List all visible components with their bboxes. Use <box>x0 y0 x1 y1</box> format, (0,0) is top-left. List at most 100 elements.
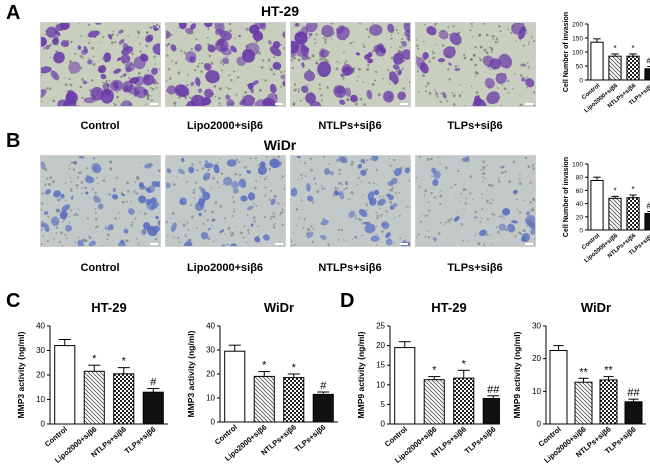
membrane-pore <box>356 184 358 186</box>
membrane-pore <box>455 211 457 213</box>
significance-mark: * <box>631 185 634 194</box>
membrane-pore <box>500 104 503 106</box>
stained-cell <box>307 195 314 202</box>
membrane-pore <box>362 81 365 83</box>
stained-cell <box>385 238 393 246</box>
membrane-pore <box>41 208 43 212</box>
stained-cell <box>120 54 131 64</box>
membrane-pore <box>454 183 457 186</box>
membrane-pore <box>433 196 436 199</box>
membrane-pore <box>76 176 79 179</box>
membrane-pore <box>322 217 325 220</box>
stained-cell <box>309 100 322 106</box>
membrane-pore <box>427 214 429 216</box>
membrane-pore <box>533 105 535 106</box>
membrane-pore <box>376 233 378 235</box>
stained-cell <box>140 53 149 62</box>
membrane-pore <box>68 167 71 170</box>
membrane-pore <box>369 158 372 161</box>
membrane-pore <box>113 102 115 105</box>
membrane-pore <box>428 91 432 95</box>
y-tick-label: 15 <box>376 361 385 370</box>
membrane-pore <box>229 29 232 32</box>
stained-cell <box>426 26 437 36</box>
stained-cell <box>166 168 172 174</box>
stained-cell <box>295 33 301 38</box>
significance-mark: * <box>613 44 616 53</box>
membrane-pore <box>328 163 330 165</box>
stained-cell <box>364 221 369 225</box>
stained-cell <box>87 30 100 38</box>
membrane-pore <box>225 86 228 89</box>
stained-cell <box>498 53 513 69</box>
membrane-pore <box>168 78 171 81</box>
membrane-pore <box>222 184 224 186</box>
membrane-pore <box>110 41 114 45</box>
membrane-pore <box>52 180 55 184</box>
stained-cell <box>152 43 160 55</box>
stained-cell <box>214 23 225 34</box>
stained-cell <box>103 52 112 63</box>
membrane-pore <box>281 223 284 226</box>
membrane-pore <box>242 95 244 97</box>
stained-cell <box>68 61 81 74</box>
membrane-pore <box>428 209 431 212</box>
membrane-pore <box>254 186 257 190</box>
membrane-pore <box>273 194 277 198</box>
membrane-pore <box>477 242 481 246</box>
membrane-pore <box>43 47 46 50</box>
membrane-pore <box>530 208 534 212</box>
stained-cell <box>344 87 352 98</box>
membrane-pore <box>497 230 500 234</box>
membrane-pore <box>292 56 296 60</box>
micrograph-b-ntlps <box>290 155 411 247</box>
membrane-pore <box>519 40 521 43</box>
membrane-pore <box>371 49 375 53</box>
membrane-pore <box>160 28 161 30</box>
stained-cell <box>257 165 267 175</box>
membrane-pore <box>134 181 137 183</box>
membrane-pore <box>81 96 84 100</box>
membrane-pore <box>95 176 98 179</box>
membrane-pore <box>80 35 83 37</box>
membrane-pore <box>233 208 236 210</box>
stained-cell <box>303 70 316 82</box>
stained-cell <box>462 157 470 163</box>
membrane-pore <box>527 66 530 69</box>
membrane-pore <box>46 177 49 180</box>
membrane-pore <box>195 38 198 41</box>
membrane-pore <box>207 169 210 171</box>
stained-cell <box>350 94 358 103</box>
membrane-pore <box>434 89 436 91</box>
membrane-pore <box>519 103 523 106</box>
membrane-pore <box>267 58 271 62</box>
membrane-pore <box>507 91 509 94</box>
bar <box>590 41 604 81</box>
membrane-pore <box>425 85 428 88</box>
membrane-pore <box>490 47 494 51</box>
membrane-pore <box>361 222 365 225</box>
stained-cell <box>219 229 225 233</box>
membrane-pore <box>323 39 326 41</box>
stained-cell <box>389 205 395 210</box>
membrane-pore <box>439 100 442 103</box>
membrane-pore <box>389 201 393 204</box>
membrane-pore <box>242 236 245 239</box>
membrane-pore <box>459 201 461 203</box>
micrograph-a-control <box>40 22 161 107</box>
membrane-pore <box>345 187 348 190</box>
stained-cell <box>340 73 344 78</box>
membrane-pore <box>452 25 455 28</box>
membrane-pore <box>463 208 465 210</box>
membrane-pore <box>458 94 462 98</box>
stained-cell <box>204 162 214 169</box>
membrane-pore <box>259 176 262 178</box>
stained-cell <box>94 23 100 25</box>
membrane-pore <box>455 196 457 198</box>
membrane-pore <box>469 175 473 178</box>
membrane-pore <box>354 102 358 106</box>
stained-cell <box>197 88 203 93</box>
membrane-pore <box>238 160 241 164</box>
membrane-pore <box>192 188 196 191</box>
membrane-pore <box>88 57 90 60</box>
